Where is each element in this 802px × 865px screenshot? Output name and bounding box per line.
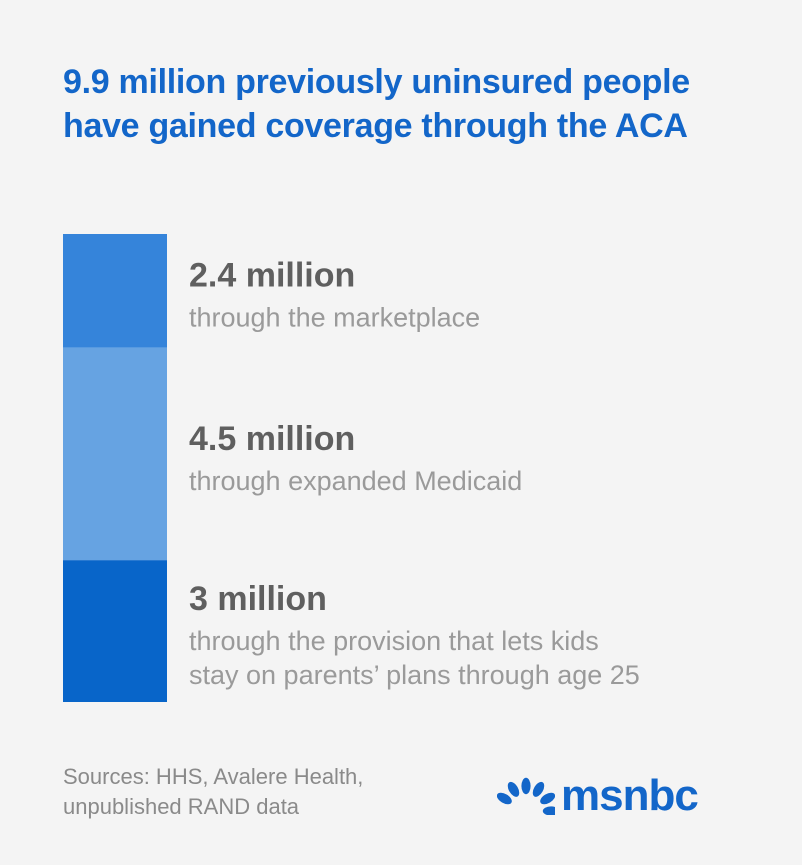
- bar-segment: [63, 347, 167, 561]
- source-line-1: Sources: HHS, Avalere Health,: [63, 764, 364, 789]
- segment-value-label: 4.5 million: [189, 420, 355, 458]
- peacock-icon: [497, 777, 555, 815]
- msnbc-logo: msnbc: [497, 771, 699, 820]
- bar-segment: [63, 234, 167, 348]
- chart-title: 9.9 million previously uninsured people …: [63, 63, 690, 145]
- segment-description: stay on parents’ plans through age 25: [189, 660, 640, 690]
- segment-value-label: 2.4 million: [189, 257, 355, 295]
- segment-description: through the provision that lets kids: [189, 626, 599, 656]
- source-line-2: unpublished RAND data: [63, 794, 300, 819]
- segment-value-label: 3 million: [189, 580, 327, 618]
- segment-description: through expanded Medicaid: [189, 466, 522, 496]
- segment-description: through the marketplace: [189, 303, 480, 333]
- logo-wordmark: msnbc: [561, 771, 699, 820]
- source-note: Sources: HHS, Avalere Health, unpublishe…: [63, 762, 443, 822]
- bar-segment: [63, 560, 167, 702]
